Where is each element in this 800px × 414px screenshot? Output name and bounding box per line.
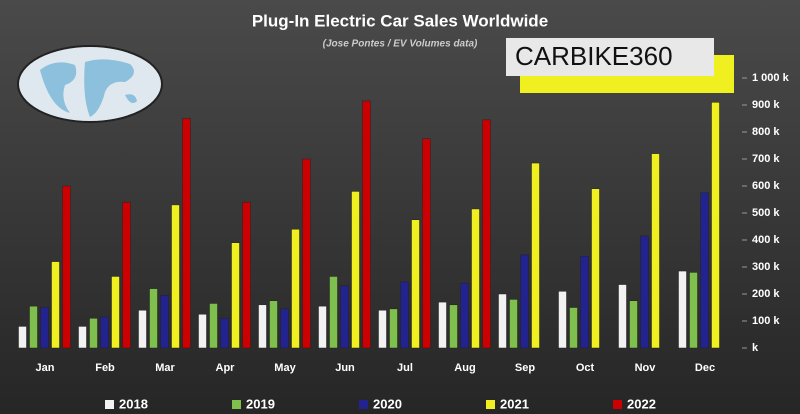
bar [531, 162, 540, 349]
bar [258, 304, 267, 349]
y-tick-label: 400 k [752, 234, 780, 246]
y-tick-label: 800 k [752, 126, 780, 138]
bar [160, 295, 169, 349]
bar [389, 308, 398, 349]
bar [618, 284, 627, 349]
bar [509, 299, 518, 349]
bar [220, 318, 229, 349]
x-tick-label: Nov [635, 362, 657, 374]
bar [302, 158, 311, 349]
x-tick-label: Aug [454, 362, 475, 374]
bar [460, 282, 469, 349]
bar [280, 308, 289, 349]
bar [242, 201, 251, 349]
bar [629, 300, 638, 349]
legend-label: 2019 [246, 396, 275, 411]
bar [520, 254, 529, 349]
map-icon [17, 45, 163, 123]
bar [438, 301, 447, 349]
bar [471, 208, 480, 349]
bar [689, 272, 698, 349]
x-tick-label: Oct [576, 362, 595, 374]
bar [378, 309, 387, 349]
bar [171, 204, 180, 349]
y-tick-label: 300 k [752, 261, 780, 273]
bar [198, 314, 207, 349]
legend-label: 2021 [500, 396, 529, 411]
bar [149, 288, 158, 349]
legend-swatch [486, 400, 495, 409]
bar [18, 326, 27, 349]
bar [29, 305, 38, 349]
bar [449, 304, 458, 349]
y-tick-label: 600 k [752, 180, 780, 192]
legend-swatch [613, 400, 622, 409]
bar [651, 153, 660, 349]
bar [400, 281, 409, 349]
y-tick-label: 900 k [752, 99, 780, 111]
bar [269, 300, 278, 349]
y-tick-label: 200 k [752, 288, 780, 300]
bar [209, 303, 218, 349]
bar [111, 276, 120, 349]
bar [482, 119, 491, 349]
bar [411, 219, 420, 349]
y-tick-label: 100 k [752, 315, 780, 327]
bar [700, 192, 709, 349]
bar [62, 185, 71, 349]
bar [498, 293, 507, 349]
bar [711, 102, 720, 349]
x-tick-label: Jan [36, 362, 55, 374]
x-tick-label: Mar [155, 362, 175, 374]
legend-swatch [359, 400, 368, 409]
bar [318, 305, 327, 349]
bar [569, 307, 578, 349]
bar [351, 191, 360, 349]
x-tick-label: Apr [216, 362, 236, 374]
bar [422, 138, 431, 349]
bar [678, 270, 687, 349]
legend-label: 2022 [627, 396, 656, 411]
bar [329, 276, 338, 349]
bar [640, 235, 649, 349]
y-tick-label: 500 k [752, 207, 780, 219]
y-tick-label: 1 000 k [752, 72, 790, 84]
legend-swatch [232, 400, 241, 409]
bar [580, 255, 589, 349]
bar [40, 307, 49, 349]
bar [362, 100, 371, 349]
bar [51, 261, 60, 349]
x-tick-label: Dec [695, 362, 715, 374]
watermark: CARBIKE360 [515, 41, 673, 71]
bar [138, 309, 147, 349]
x-tick-label: May [274, 362, 296, 374]
bar [591, 188, 600, 349]
bar [100, 316, 109, 349]
bar [231, 242, 240, 349]
legend-label: 2018 [119, 396, 148, 411]
legend-swatch [105, 400, 114, 409]
x-tick-label: Sep [515, 362, 535, 374]
watermark-box [506, 38, 714, 76]
legend-label: 2020 [373, 396, 402, 411]
bar [182, 118, 191, 349]
bar [122, 201, 131, 349]
y-tick-label: k [752, 342, 759, 354]
bar [78, 326, 87, 349]
bar [340, 285, 349, 349]
chart-title: Plug-In Electric Car Sales Worldwide [252, 11, 548, 30]
bar [558, 291, 567, 349]
x-tick-label: Feb [95, 362, 115, 374]
x-tick-label: Jul [397, 362, 413, 374]
bar [291, 228, 300, 349]
x-tick-label: Jun [335, 362, 355, 374]
chart-subtitle: (Jose Pontes / EV Volumes data) [323, 39, 478, 50]
y-tick-label: 700 k [752, 153, 780, 165]
bar [89, 318, 98, 349]
